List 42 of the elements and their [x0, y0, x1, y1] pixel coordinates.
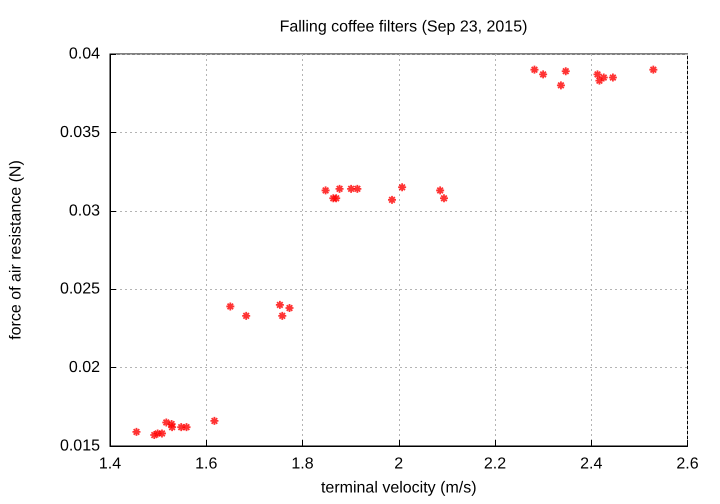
- point: [592, 69, 602, 80]
- point: [328, 193, 338, 204]
- x-tick-label: 1.6: [195, 456, 218, 472]
- x-tick-label: 2.2: [484, 456, 506, 472]
- x-tick-label: 1.4: [98, 456, 122, 472]
- point: [435, 186, 446, 196]
- point: [225, 302, 236, 312]
- point: [241, 310, 252, 321]
- point: [132, 426, 142, 437]
- y-tick-label: 0.025: [60, 280, 100, 298]
- point: [560, 66, 571, 76]
- point: [334, 184, 344, 194]
- point: [331, 193, 342, 204]
- point: [556, 80, 566, 90]
- point: [320, 186, 330, 196]
- point: [530, 64, 540, 75]
- point: [648, 64, 658, 75]
- point: [210, 416, 220, 426]
- chart-title: Falling coffee filters (Sep 23, 2015): [280, 18, 528, 36]
- point: [598, 72, 609, 82]
- y-tick-label: 0.03: [68, 202, 100, 220]
- point: [167, 422, 177, 432]
- x-tick-label: 2.4: [580, 456, 602, 472]
- y-axis-title: force of air resistance (N): [8, 160, 24, 340]
- y-tick-label: 0.035: [60, 124, 100, 141]
- point: [538, 69, 548, 80]
- point: [608, 72, 618, 82]
- point: [594, 76, 604, 86]
- point: [397, 182, 408, 192]
- point: [149, 430, 160, 440]
- y-tick-label: 0.04: [68, 46, 100, 62]
- x-tick-label: 2.6: [676, 456, 699, 472]
- point: [277, 310, 288, 321]
- x-tick-label: 2: [394, 456, 404, 472]
- point: [439, 193, 449, 204]
- point: [284, 303, 294, 313]
- x-tick-label: 1.8: [291, 456, 314, 472]
- y-tick-label: 0.02: [68, 359, 100, 376]
- point: [274, 300, 285, 310]
- y-tick-label: 0.015: [60, 438, 100, 454]
- point: [387, 194, 397, 205]
- x-axis-title: terminal velocity (m/s): [320, 480, 477, 496]
